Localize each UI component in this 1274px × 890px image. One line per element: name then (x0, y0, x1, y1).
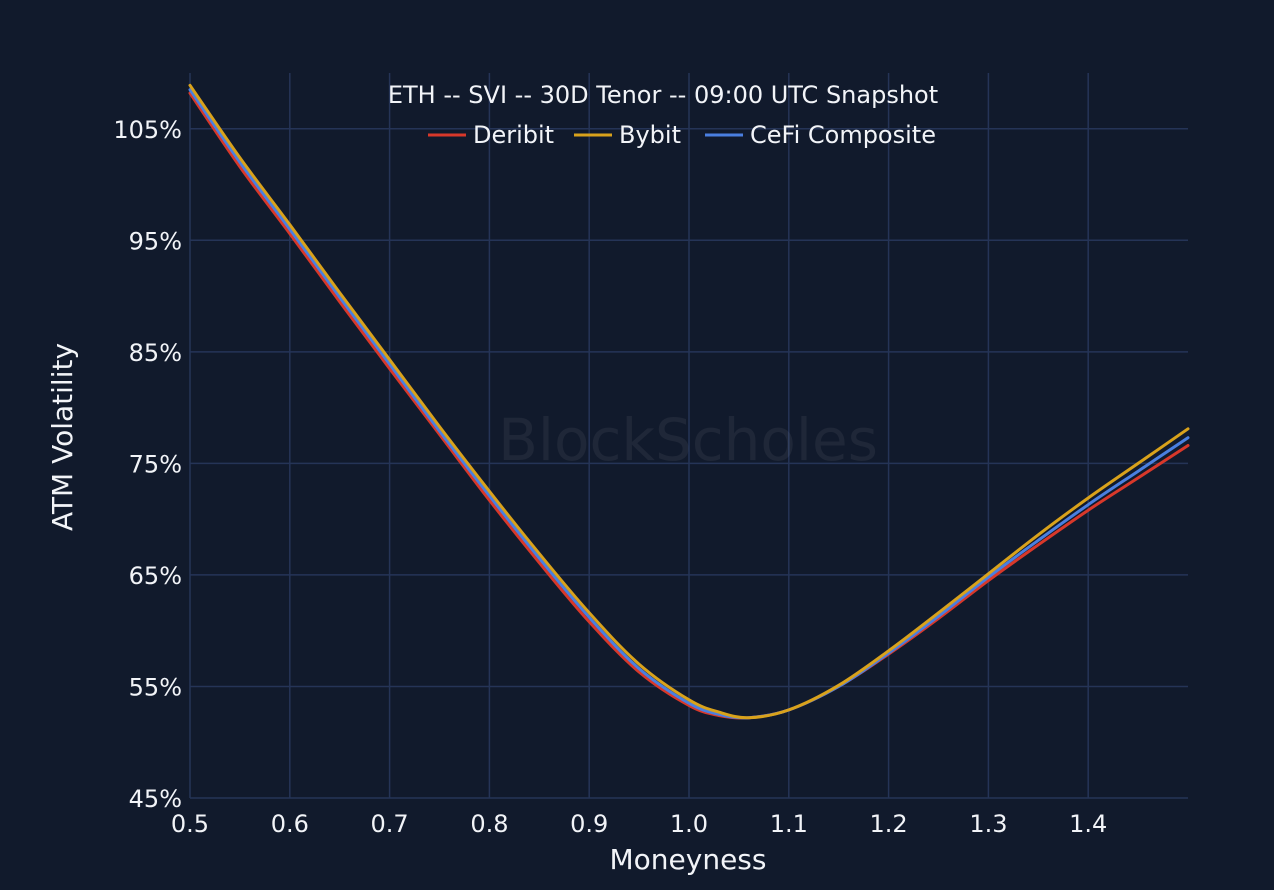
x-tick-label: 0.9 (570, 810, 608, 838)
x-tick-label: 1.1 (770, 810, 808, 838)
y-tick-label: 75% (129, 450, 182, 478)
legend-item-deribit[interactable]: Deribit (428, 121, 554, 149)
y-axis-label: ATM Volatility (46, 343, 79, 531)
y-tick-label: 95% (129, 227, 182, 255)
legend-item-bybit[interactable]: Bybit (574, 121, 681, 149)
series-line-cefi-composite (188, 88, 1190, 720)
x-tick-label: 1.3 (969, 810, 1007, 838)
legend[interactable]: Deribit Bybit CeFi Composite (428, 121, 936, 149)
y-tick-label: 55% (129, 673, 182, 701)
y-tick-label: 45% (129, 785, 182, 813)
y-tick-label: 85% (129, 339, 182, 367)
x-tick-label: 0.8 (470, 810, 508, 838)
legend-label: Deribit (473, 121, 554, 149)
series-lines (188, 83, 1190, 720)
series-line-deribit (188, 91, 1190, 720)
x-tick-label: 0.6 (271, 810, 309, 838)
x-axis-label: Moneyness (610, 843, 767, 876)
y-tick-label: 105% (113, 116, 182, 144)
legend-label: CeFi Composite (750, 121, 936, 149)
x-axis-ticks: 0.5 0.6 0.7 0.8 0.9 1.0 1.1 1.2 1.3 1.4 (171, 810, 1107, 838)
series-line-bybit (188, 83, 1190, 720)
x-tick-label: 1.0 (670, 810, 708, 838)
y-tick-label: 65% (129, 562, 182, 590)
grid (189, 73, 1188, 799)
y-axis-ticks: 45% 55% 65% 75% 85% 95% 105% (113, 116, 182, 813)
watermark: BlockScholes (498, 406, 878, 474)
legend-item-cefi-composite[interactable]: CeFi Composite (705, 121, 936, 149)
x-tick-label: 1.4 (1069, 810, 1107, 838)
legend-label: Bybit (619, 121, 681, 149)
chart-title: ETH -- SVI -- 30D Tenor -- 09:00 UTC Sna… (388, 81, 938, 109)
x-tick-label: 0.5 (171, 810, 209, 838)
x-tick-label: 1.2 (870, 810, 908, 838)
x-tick-label: 0.7 (371, 810, 409, 838)
